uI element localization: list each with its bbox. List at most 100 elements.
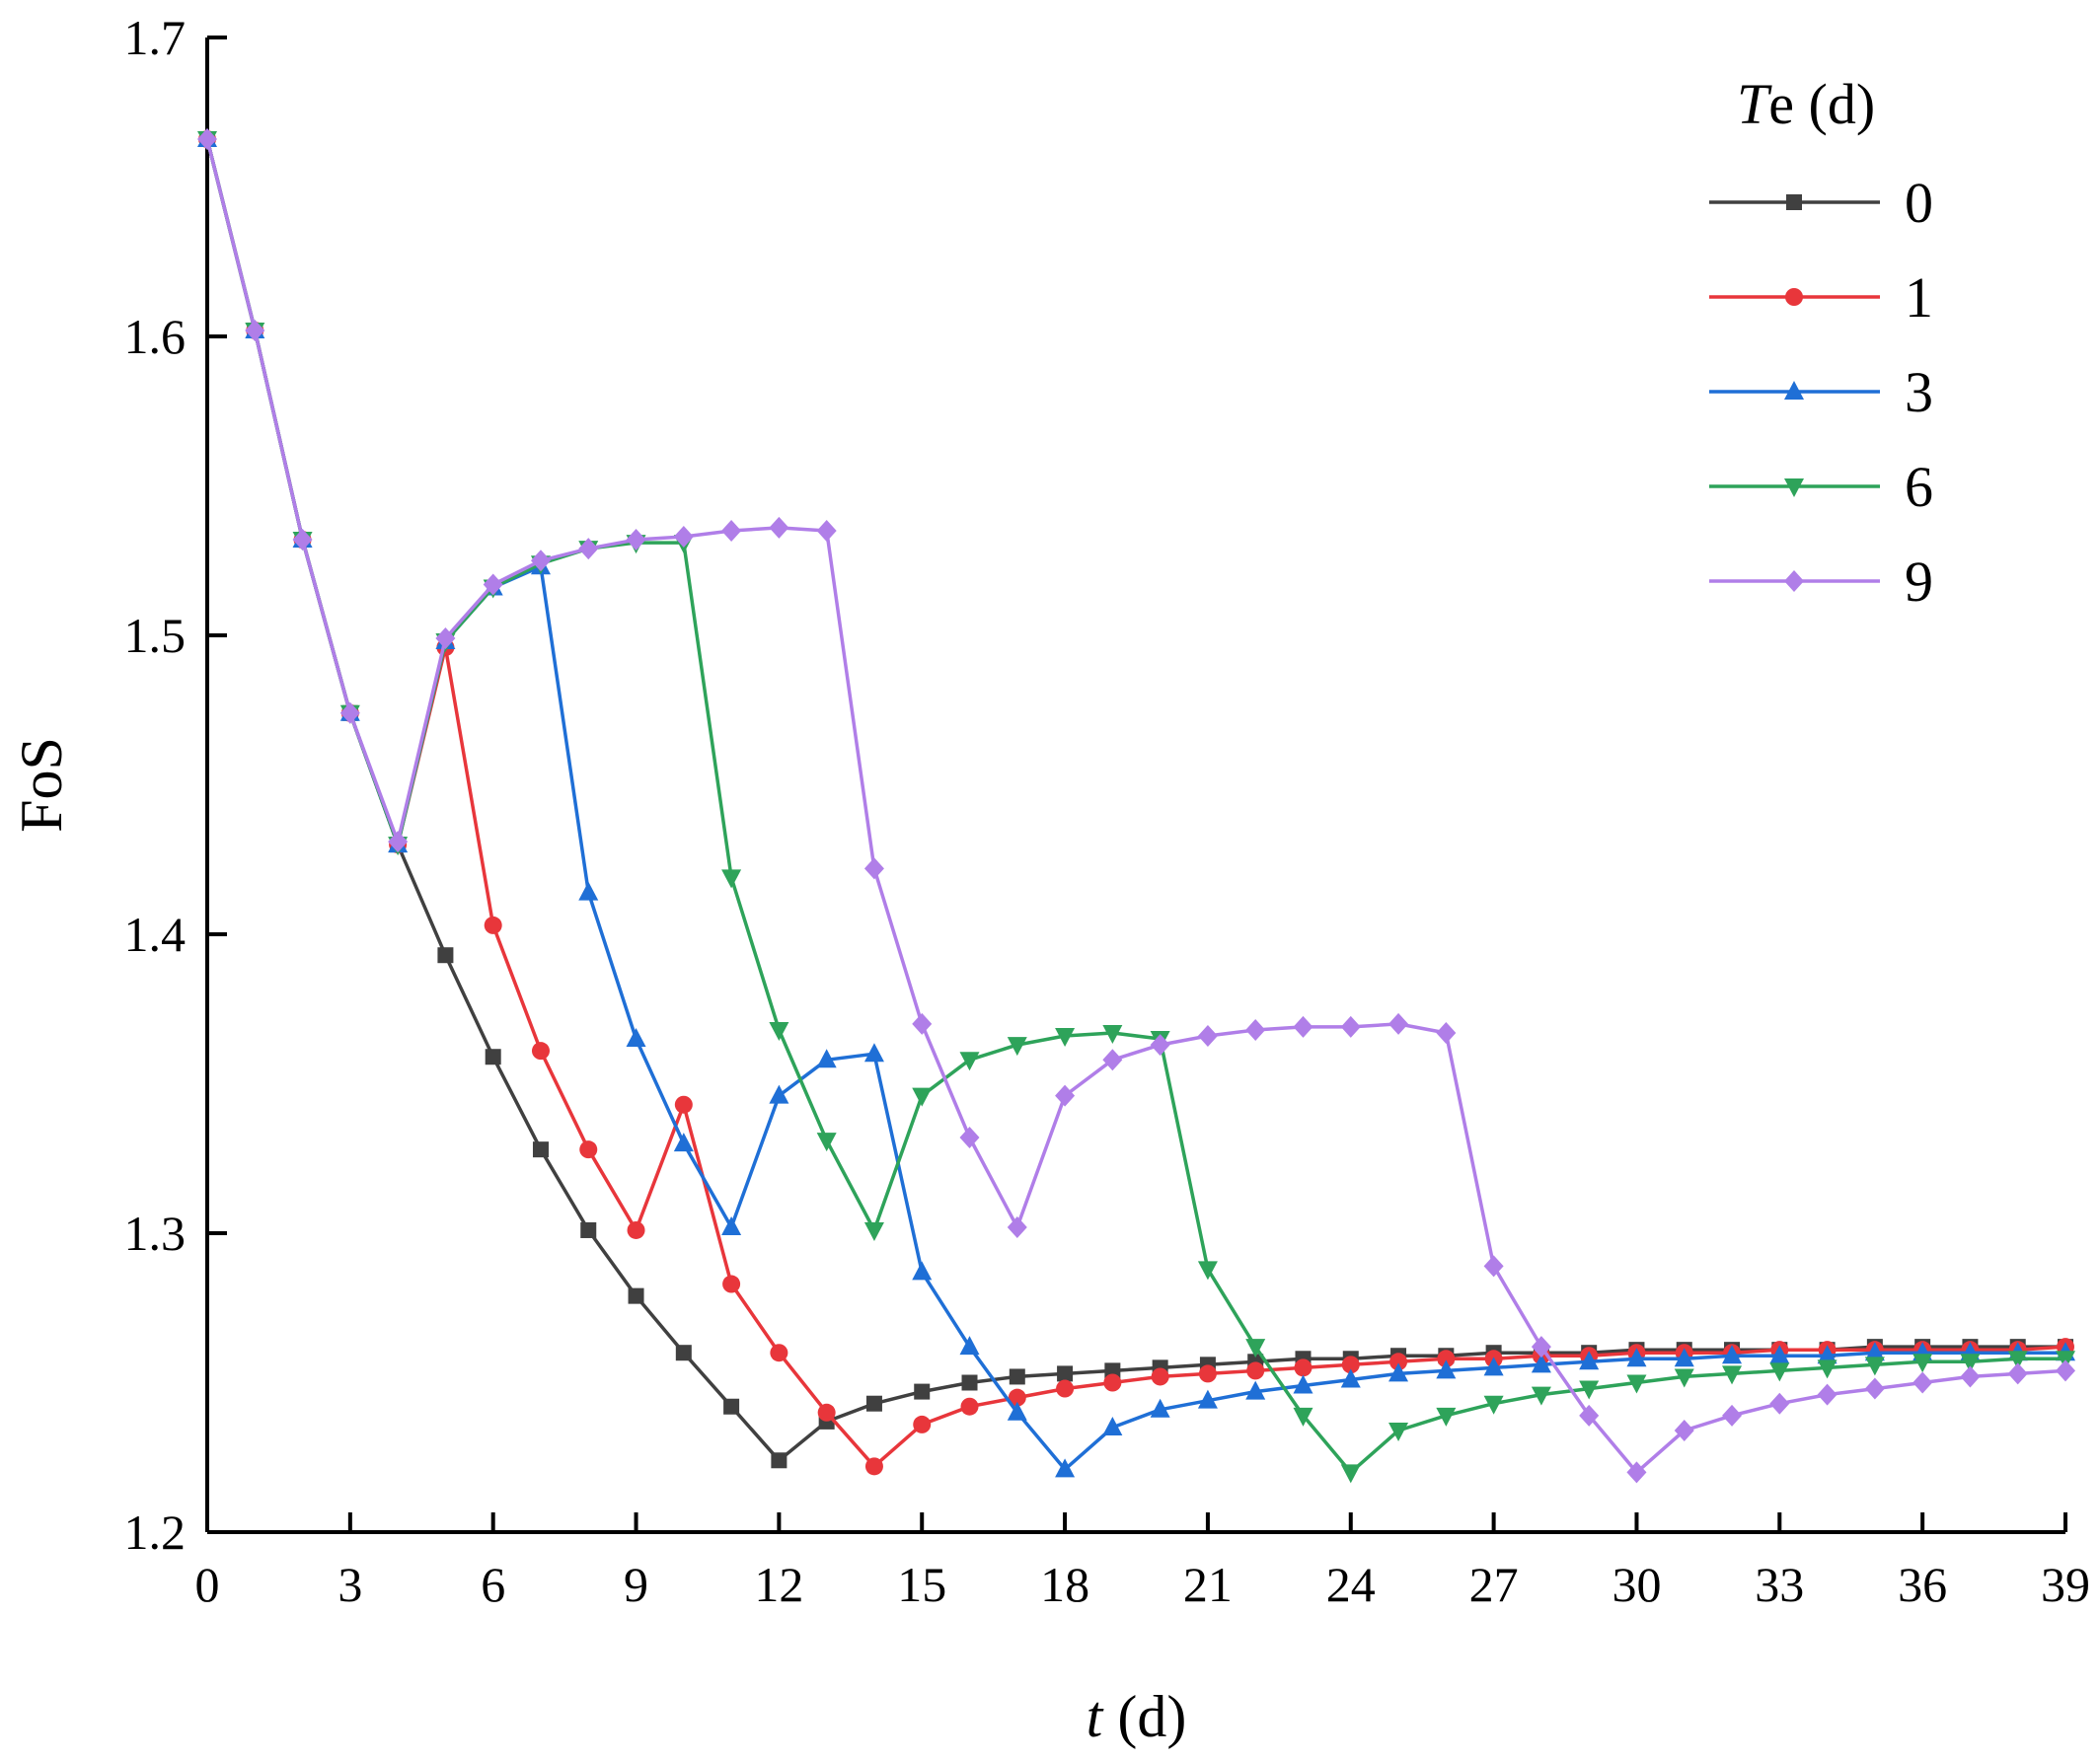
data-point-te-9 [1626, 1461, 1647, 1484]
data-point-te-6 [1960, 1354, 1981, 1373]
data-point-te-6 [1102, 1024, 1123, 1044]
legend-marker [1784, 478, 1804, 497]
data-point-te-9 [1388, 1012, 1409, 1035]
y-tick-label: 1.6 [124, 309, 187, 364]
data-point-te-6 [1388, 1422, 1409, 1441]
data-point-te-3 [1293, 1374, 1313, 1394]
data-point-te-9 [1864, 1377, 1885, 1400]
y-tick-label: 1.5 [124, 608, 187, 663]
data-point-te-9 [197, 128, 217, 151]
data-point-te-6 [769, 1021, 789, 1041]
data-point-te-0 [485, 1049, 501, 1065]
data-point-te-6 [1769, 1362, 1790, 1382]
data-point-te-9 [483, 573, 503, 596]
y-tick-label: 1.2 [124, 1505, 187, 1560]
data-point-te-1 [1151, 1367, 1169, 1386]
data-point-te-6 [863, 1221, 884, 1241]
data-point-te-1 [864, 1457, 883, 1476]
data-point-te-9 [673, 526, 694, 549]
data-point-te-1 [674, 1095, 693, 1114]
series-line-te-9 [205, 138, 2066, 1475]
data-point-te-3 [721, 1215, 742, 1235]
data-point-te-3 [863, 1043, 884, 1063]
x-tick-label: 33 [1755, 1557, 1804, 1612]
data-point-te-6 [816, 1133, 837, 1152]
data-point-te-9 [1674, 1419, 1694, 1441]
x-tick-label: 30 [1612, 1557, 1661, 1612]
data-point-te-6 [1817, 1359, 1838, 1379]
legend-item-te-6: 6 [1709, 455, 1933, 519]
data-point-te-3 [1531, 1354, 1551, 1373]
x-tick-label: 3 [338, 1557, 362, 1612]
x-tick-label: 6 [481, 1557, 505, 1612]
legend-label: 9 [1905, 550, 1933, 614]
data-point-te-1 [1437, 1350, 1456, 1368]
legend-label: 6 [1905, 455, 1933, 519]
data-point-te-9 [912, 1012, 933, 1035]
x-tick-label: 39 [2041, 1557, 2090, 1612]
data-point-te-6 [1197, 1261, 1218, 1281]
data-point-te-0 [580, 1221, 597, 1238]
data-point-te-9 [1531, 1336, 1551, 1358]
data-point-te-1 [770, 1344, 788, 1362]
data-point-te-9 [2007, 1362, 2028, 1385]
data-point-te-9 [245, 319, 265, 341]
data-point-te-0 [437, 947, 454, 964]
series-line-te-0 [205, 138, 2065, 1463]
data-point-te-3 [1197, 1389, 1218, 1409]
data-point-te-3 [1102, 1416, 1123, 1435]
data-point-te-6 [912, 1087, 933, 1107]
data-point-te-0 [532, 1141, 549, 1158]
data-point-te-6 [1245, 1339, 1266, 1358]
data-point-te-9 [1102, 1049, 1123, 1071]
legend-item-te-9: 9 [1709, 550, 1933, 614]
x-tick-label: 27 [1469, 1557, 1519, 1612]
data-point-te-3 [959, 1336, 980, 1356]
data-point-te-3 [816, 1049, 837, 1068]
data-point-te-3 [1340, 1368, 1361, 1388]
data-point-te-9 [1579, 1404, 1600, 1427]
data-point-te-6 [1483, 1395, 1504, 1415]
data-point-te-9 [1055, 1084, 1076, 1107]
series-te-3 [197, 128, 2075, 1478]
data-point-te-1 [1056, 1379, 1075, 1398]
data-point-te-9 [721, 519, 742, 542]
data-point-te-1 [627, 1220, 645, 1239]
data-point-te-9 [530, 550, 551, 572]
data-point-te-3 [578, 881, 599, 901]
data-point-te-1 [817, 1403, 836, 1422]
data-point-te-9 [1197, 1025, 1218, 1048]
data-point-te-1 [579, 1140, 598, 1159]
data-point-te-1 [1008, 1388, 1026, 1407]
data-point-te-3 [1007, 1401, 1027, 1421]
data-point-te-3 [1817, 1345, 1838, 1364]
data-point-te-1 [722, 1275, 741, 1293]
data-point-te-6 [1626, 1374, 1647, 1394]
data-point-te-9 [1483, 1255, 1504, 1278]
data-point-te-9 [1960, 1365, 1981, 1388]
data-point-te-0 [1057, 1365, 1074, 1382]
x-tick-label: 36 [1898, 1557, 1947, 1612]
data-point-te-9 [1722, 1404, 1743, 1427]
data-point-te-0 [675, 1345, 692, 1361]
data-point-te-3 [769, 1084, 789, 1104]
x-tick-label: 24 [1326, 1557, 1376, 1612]
legend-label: 1 [1905, 265, 1933, 330]
legend-item-te-3: 3 [1709, 360, 1933, 424]
data-point-te-6 [1912, 1354, 1933, 1373]
series-line-te-6 [205, 138, 2065, 1475]
data-point-te-9 [292, 529, 313, 551]
series-te-9 [197, 128, 2075, 1484]
data-point-te-0 [771, 1452, 788, 1469]
legend-marker [1784, 381, 1804, 400]
data-point-te-0 [628, 1287, 644, 1304]
data-point-te-1 [1341, 1356, 1360, 1374]
y-tick-label: 1.4 [124, 907, 187, 962]
x-tick-label: 12 [754, 1557, 803, 1612]
data-point-te-1 [1389, 1353, 1408, 1371]
data-point-te-3 [1626, 1348, 1647, 1367]
data-point-te-9 [626, 529, 646, 551]
legend-item-te-0: 0 [1709, 171, 1933, 235]
data-point-te-3 [1864, 1342, 1885, 1361]
